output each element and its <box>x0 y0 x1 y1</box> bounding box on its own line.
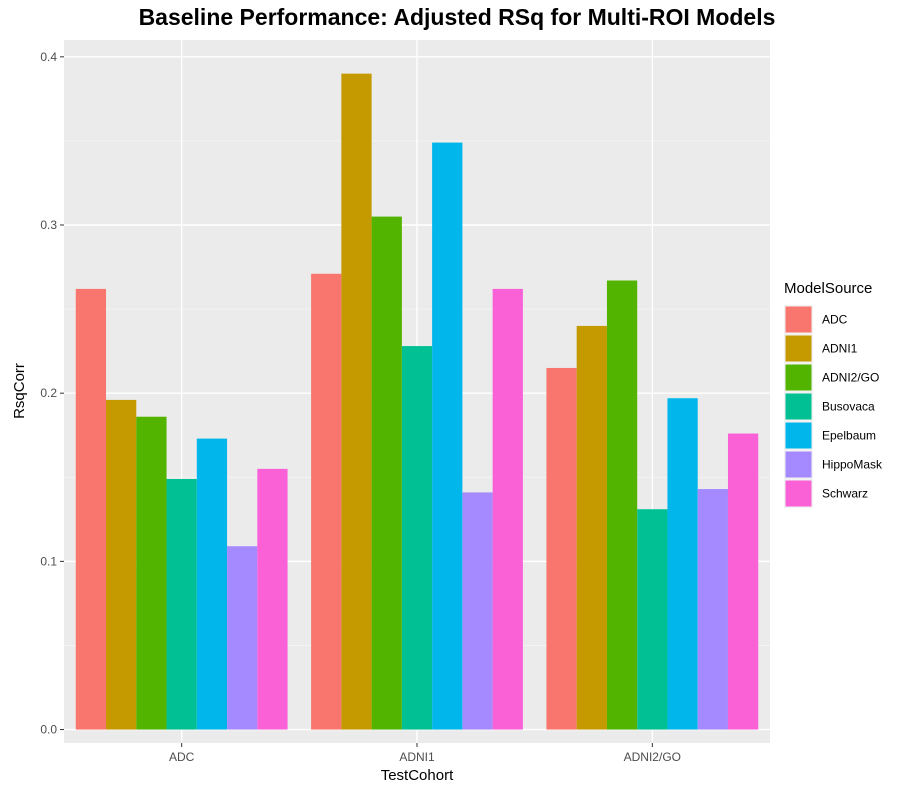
legend-label: ADC <box>822 313 848 327</box>
x-axis-title: TestCohort <box>381 767 454 784</box>
y-tick-label: 0.2 <box>40 386 57 400</box>
bar <box>196 438 228 730</box>
legend-label: ADNI1 <box>822 342 858 356</box>
y-tick-label: 0.0 <box>40 723 57 737</box>
legend-label: HippoMask <box>822 458 883 472</box>
legend-label: Epelbaum <box>822 429 876 443</box>
x-tick-label: ADC <box>169 750 195 764</box>
bar <box>227 546 258 730</box>
bar <box>606 280 638 730</box>
legend: ModelSource ADC ADNI1 ADNI2/GO Busovaca Epel… <box>784 280 883 508</box>
legend-swatch <box>785 480 812 507</box>
y-axis-title: RsqCorr <box>11 363 28 419</box>
bar <box>106 399 137 730</box>
legend-label: ADNI2/GO <box>822 371 879 385</box>
bar <box>637 509 668 730</box>
x-tick-label: ADNI1 <box>399 750 435 764</box>
x-axis: ADC ADNI1 ADNI2/GO <box>169 743 681 764</box>
bar <box>401 346 433 730</box>
legend-swatch <box>785 451 812 478</box>
bar <box>432 142 463 730</box>
legend-swatch <box>785 422 812 449</box>
legend-label: Schwarz <box>822 487 868 501</box>
bar <box>257 468 288 730</box>
x-tick-label: ADNI2/GO <box>624 750 681 764</box>
y-tick-label: 0.4 <box>40 50 57 64</box>
legend-label: Busovaca <box>822 400 875 414</box>
bar <box>341 73 372 730</box>
bar <box>697 489 728 730</box>
bar <box>492 288 523 730</box>
bar <box>311 273 342 730</box>
bar <box>136 416 167 730</box>
bar <box>667 398 698 730</box>
bar <box>546 367 577 730</box>
legend-swatch <box>785 364 812 391</box>
bar <box>462 492 493 730</box>
legend-title: ModelSource <box>784 280 872 297</box>
legend-swatch <box>785 335 812 362</box>
legend-swatch <box>785 306 812 333</box>
legend-swatch <box>785 393 812 420</box>
y-axis: 0.0 0.1 0.2 0.3 0.4 <box>40 50 64 737</box>
y-tick-label: 0.1 <box>40 554 57 568</box>
chart-title: Baseline Performance: Adjusted RSq for M… <box>138 4 776 30</box>
bar <box>166 478 197 730</box>
y-tick-label: 0.3 <box>40 218 57 232</box>
bar <box>576 325 607 730</box>
bar <box>371 216 402 730</box>
bar <box>75 288 107 730</box>
bars <box>75 73 759 730</box>
bar <box>727 433 759 730</box>
